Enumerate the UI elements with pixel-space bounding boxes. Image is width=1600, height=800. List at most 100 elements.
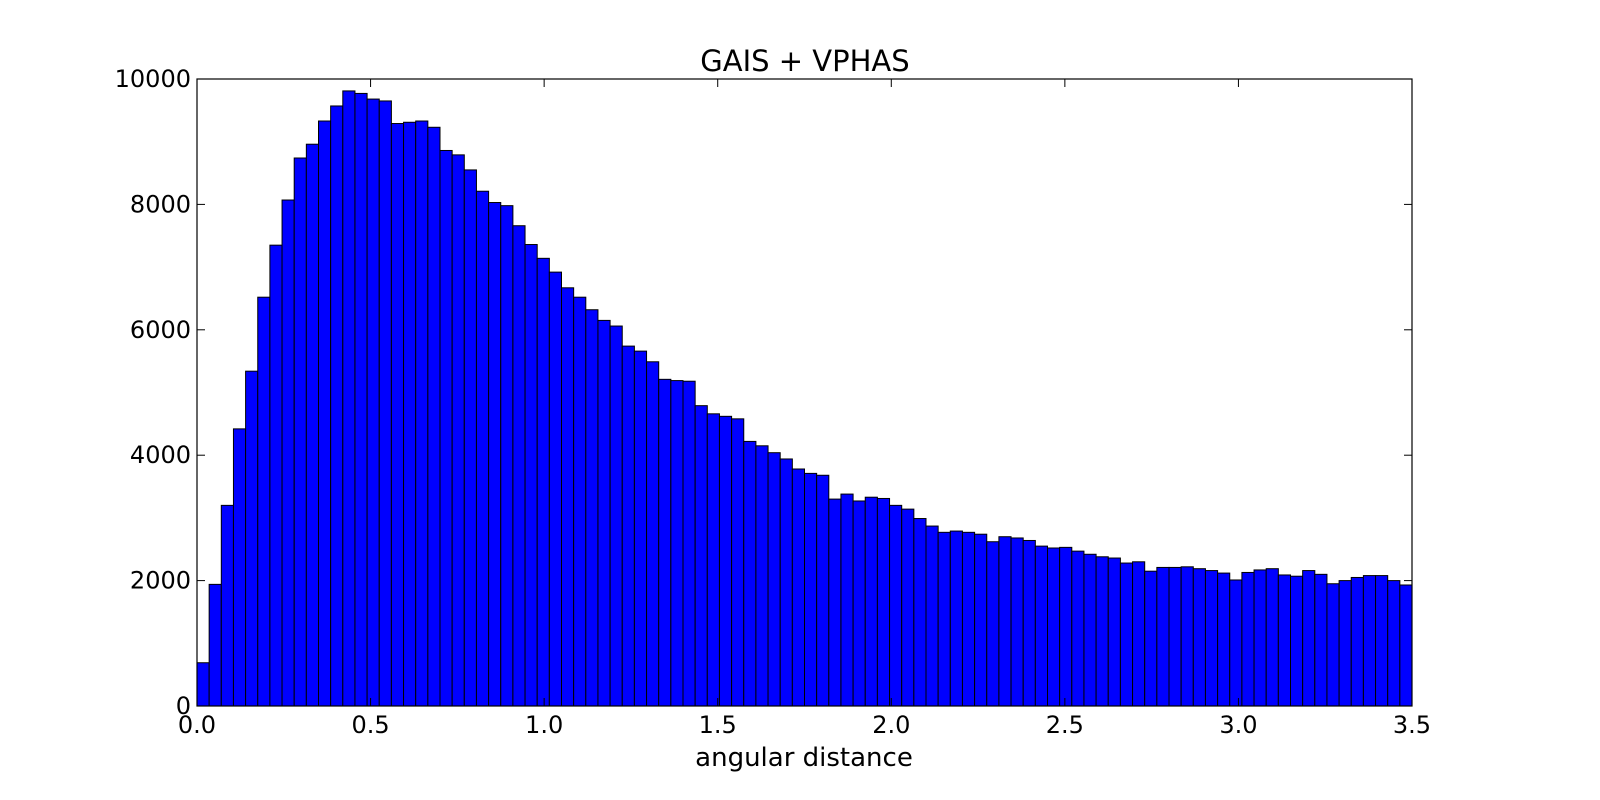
histogram-bar xyxy=(1302,570,1316,707)
x-tick-label: 3.5 xyxy=(1393,711,1431,739)
histogram-bar xyxy=(1338,580,1352,707)
histogram-bar xyxy=(536,257,550,707)
histogram-bar xyxy=(876,497,891,707)
y-tick-labels: 0 2000 4000 6000 8000 10000 xyxy=(115,65,191,720)
x-tick-label: 0.5 xyxy=(351,711,389,739)
histogram-bar xyxy=(1277,574,1291,707)
histogram-bar xyxy=(1156,566,1170,707)
histogram-bar xyxy=(658,378,672,707)
histogram-bar xyxy=(512,225,526,707)
histogram-bar xyxy=(633,350,648,707)
histogram-bar xyxy=(281,199,295,707)
histogram-bar xyxy=(354,92,368,707)
histogram-bar xyxy=(1071,550,1085,707)
y-tick-label: 4000 xyxy=(130,441,191,469)
x-tick-label: 1.0 xyxy=(525,711,563,739)
histogram-bar xyxy=(1095,556,1109,707)
histogram-bar xyxy=(1265,568,1279,707)
histogram-bar xyxy=(1387,580,1401,707)
histogram-bar xyxy=(1010,537,1024,707)
histogram-bar xyxy=(597,319,611,707)
histogram-bar xyxy=(646,361,660,707)
y-tick-label: 8000 xyxy=(130,190,191,218)
histogram-bar xyxy=(694,405,708,707)
histogram-bar xyxy=(961,531,976,707)
histogram-bar xyxy=(852,500,866,707)
histogram-bar xyxy=(293,157,307,707)
y-tick-label: 10000 xyxy=(115,65,191,93)
histogram-bar xyxy=(232,428,247,707)
histogram-bar xyxy=(925,525,939,707)
histogram-bar xyxy=(366,98,380,707)
histogram-bar xyxy=(755,445,769,707)
histogram-bar xyxy=(415,120,429,707)
histogram-bar xyxy=(1229,579,1243,707)
histogram-bar xyxy=(1192,568,1206,707)
histogram-bar xyxy=(330,105,344,707)
histogram-bar xyxy=(1022,539,1036,707)
histogram-bar xyxy=(682,380,696,707)
axis-ticks xyxy=(196,78,1413,707)
histogram-bar xyxy=(548,271,562,707)
histogram-bar xyxy=(828,498,842,707)
histogram-bar xyxy=(1047,547,1061,707)
histogram-bar xyxy=(670,380,684,707)
histogram-bar xyxy=(937,531,951,707)
plot-frame xyxy=(196,78,1413,707)
histogram-bar xyxy=(500,205,514,707)
histogram-bar xyxy=(427,126,441,707)
histogram-bars xyxy=(196,90,1413,707)
x-tick-label: 2.0 xyxy=(872,711,910,739)
histogram-bar xyxy=(1107,557,1121,707)
histogram-bar xyxy=(257,296,271,707)
histogram-bar xyxy=(816,474,830,707)
chart-title: GAIS + VPHAS xyxy=(700,44,909,78)
x-tick-label: 3.0 xyxy=(1219,711,1257,739)
histogram-bar xyxy=(463,169,477,707)
y-tick-label: 6000 xyxy=(130,316,191,344)
histogram-bar xyxy=(573,296,587,707)
histogram-bar xyxy=(488,202,502,707)
histogram-bar xyxy=(621,345,635,707)
histogram-bar xyxy=(974,533,988,707)
histogram-bar xyxy=(1241,571,1255,707)
histogram-bar xyxy=(1168,566,1182,707)
histogram-bar xyxy=(706,413,720,707)
histogram-bar xyxy=(1144,570,1158,707)
histogram-bar xyxy=(998,536,1012,707)
histogram-bar xyxy=(1204,570,1219,707)
histogram-bar xyxy=(889,504,903,707)
histogram-bar xyxy=(475,190,490,707)
x-tick-labels: 0.0 0.5 1.0 1.5 2.0 2.5 3.0 3.5 xyxy=(178,711,1431,739)
histogram-bar xyxy=(1362,575,1377,707)
histogram-bar xyxy=(718,415,733,707)
y-tick-label: 2000 xyxy=(130,567,191,595)
histogram-bar xyxy=(1314,573,1328,707)
histogram-bar xyxy=(318,120,332,707)
histogram-bar xyxy=(1326,583,1340,707)
histogram-bar xyxy=(208,583,222,707)
histogram-bar xyxy=(949,530,963,707)
histogram-bar xyxy=(561,287,575,707)
histogram-bar xyxy=(390,123,405,707)
histogram-bar xyxy=(1059,546,1073,707)
histogram-bar xyxy=(451,154,465,707)
histogram-bar xyxy=(524,244,538,707)
histogram-bar xyxy=(767,452,781,707)
histogram-bar xyxy=(986,541,1000,707)
histogram-bar xyxy=(245,370,259,707)
histogram-bar xyxy=(840,493,854,707)
histogram-bar xyxy=(913,518,927,707)
x-tick-label: 2.5 xyxy=(1046,711,1084,739)
histogram-bar xyxy=(196,662,210,707)
histogram-bar xyxy=(1290,575,1304,707)
histogram-bar xyxy=(220,504,234,707)
x-tick-label: 1.5 xyxy=(699,711,737,739)
histogram-bar xyxy=(1119,562,1134,707)
histogram-bar xyxy=(609,325,623,707)
histogram-bar xyxy=(1350,576,1364,707)
histogram-bar xyxy=(901,508,915,707)
histogram-bar xyxy=(1399,584,1413,707)
histogram-bar xyxy=(864,496,878,707)
histogram-bar xyxy=(1217,572,1231,707)
